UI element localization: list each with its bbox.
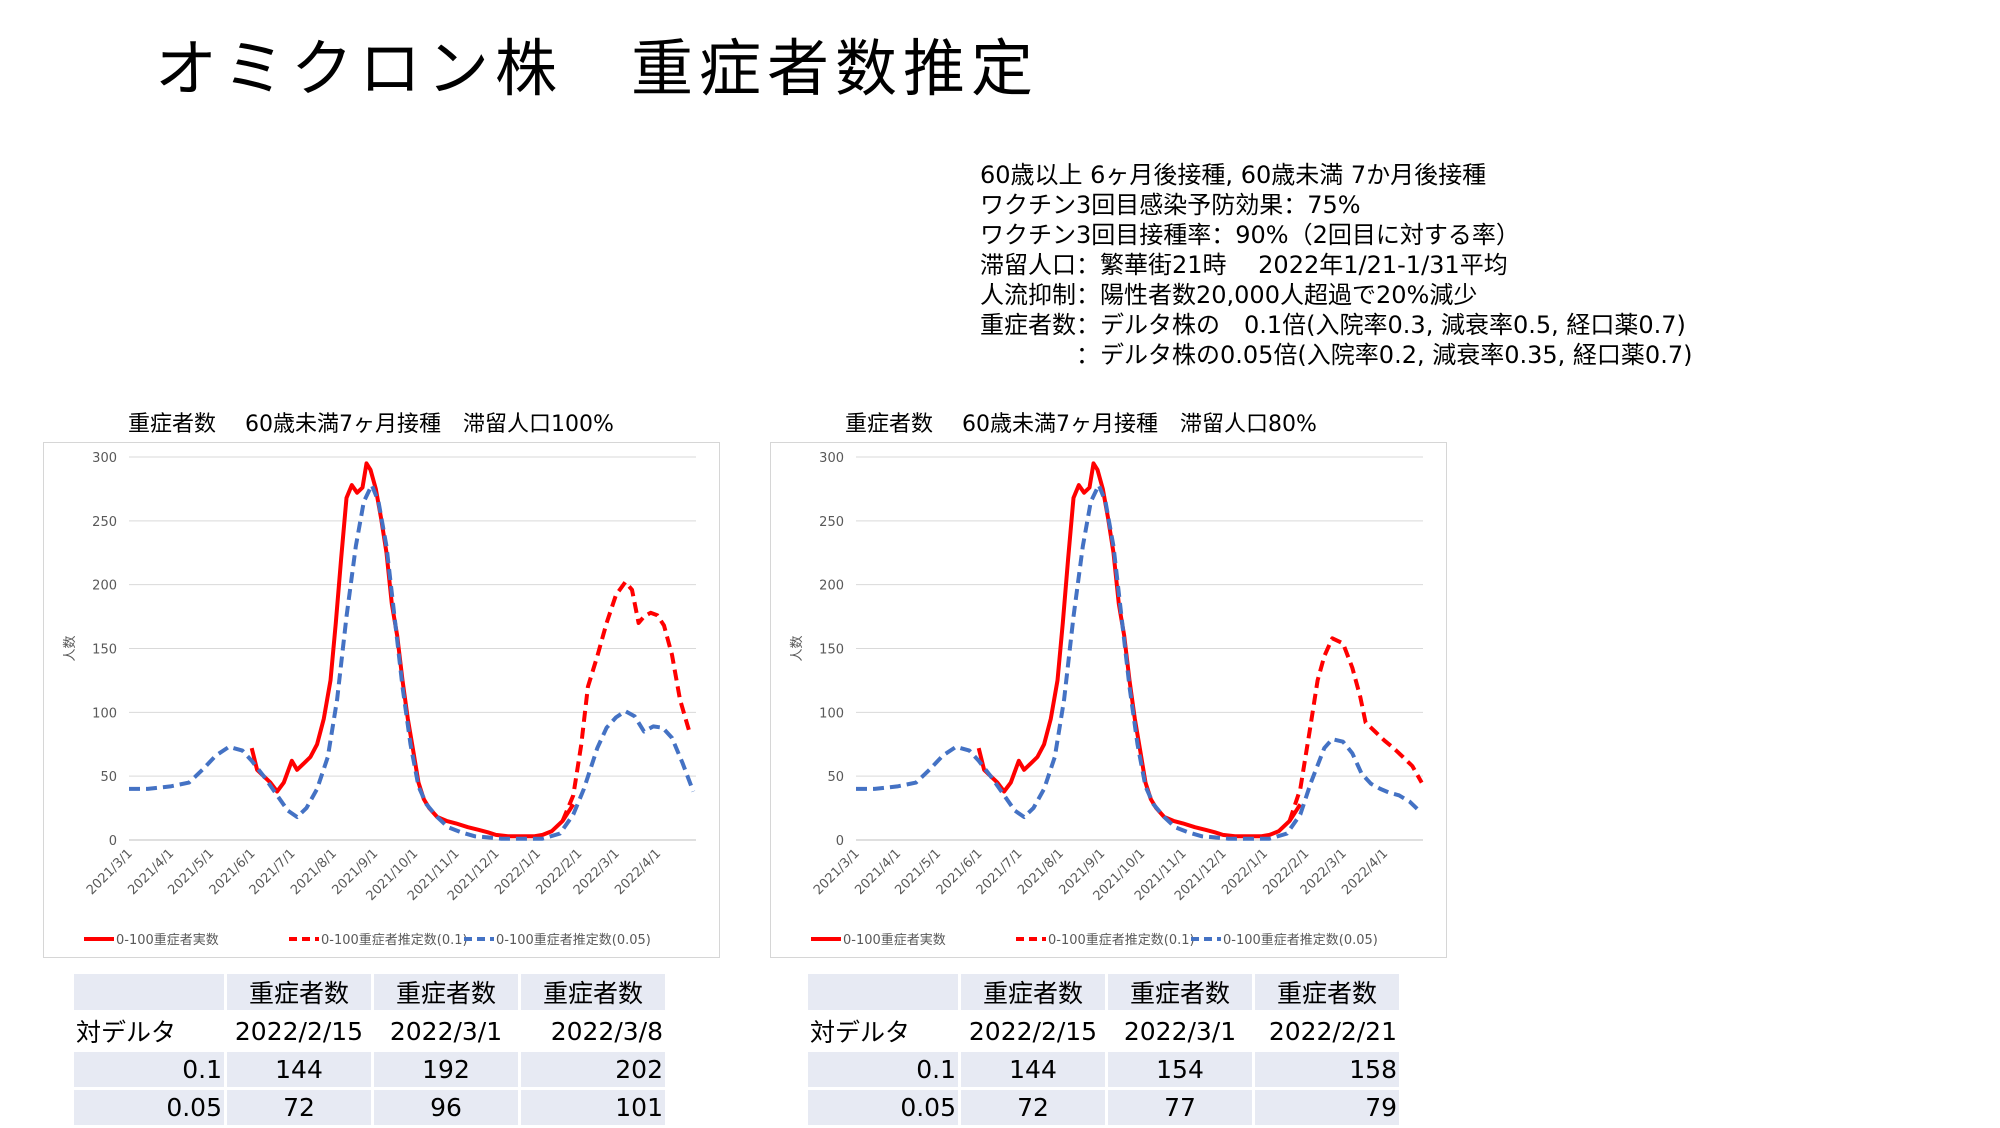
table-row: 対デルタ 2022/2/15 2022/3/1 2022/2/21 [808,1013,1399,1049]
table-cell: 101 [521,1090,665,1125]
y-tick-label: 100 [92,706,117,721]
result-table-left: 重症者数 重症者数 重症者数 対デルタ 2022/2/15 2022/3/1 2… [71,971,668,1128]
chart-right: 0 50 100 150 200 250 300 人数 2021/3/1 2021/4/1 2021… [770,442,1447,958]
table-header-row: 重症者数 重症者数 重症者数 [808,974,1399,1010]
chart-left: 0 50 100 150 200 250 300 人数 2021/3/1 2021/4/1 2021… [43,442,720,958]
condition-line: ：デルタ株の0.05倍(入院率0.2, 減衰率0.35, 経口薬0.7) [980,341,1693,369]
table-cell: 2022/2/15 [968,1016,1098,1046]
y-tick-label: 200 [92,579,117,594]
chart-left-svg: 050100150200250300人数2021/3/12021/4/12021… [63,451,696,948]
x-tick-label: 2022/4/1 [1339,846,1391,898]
y-tick-label: 200 [819,579,844,594]
table-cell: 重症者数 [961,974,1105,1010]
y-axis-label: 人数 [63,635,78,661]
table-cell: 重症者数 [227,974,371,1010]
table-cell [74,974,224,1010]
table-row: 0.05 72 96 101 [74,1090,665,1125]
table-cell: 重症者数 [1255,974,1399,1010]
table-cell: 158 [1255,1052,1399,1087]
y-tick-label: 250 [92,515,117,530]
y-tick-label: 250 [819,515,844,530]
chart-right-svg: 050100150200250300人数2021/3/12021/4/12021… [790,451,1424,948]
legend-label: 0-100重症者推定数(0.05) [1223,932,1378,948]
legend-label: 0-100重症者実数 [116,932,219,948]
y-tick-label: 150 [92,643,117,658]
condition-line: 人流抑制：陽性者数20,000人超過で20%減少 [980,281,1478,309]
table-cell: 192 [374,1052,518,1087]
table-cell: 72 [227,1090,371,1125]
y-tick-label: 300 [92,451,117,466]
table-header-row: 重症者数 重症者数 重症者数 [74,974,665,1010]
table-cell: 0.1 [74,1052,224,1087]
y-tick-label: 50 [827,770,844,785]
table-cell: 77 [1108,1090,1252,1125]
result-table-right: 重症者数 重症者数 重症者数 対デルタ 2022/2/15 2022/3/1 2… [805,971,1402,1128]
table-row: 0.1 144 192 202 [74,1052,665,1087]
table-cell: 0.1 [808,1052,958,1087]
table-cell: 0.05 [74,1090,224,1125]
table-row: 0.1 144 154 158 [808,1052,1399,1087]
table-cell: 2022/2/15 [234,1016,364,1046]
series-line [976,461,1302,839]
y-tick-label: 0 [109,834,117,849]
table-cell: 72 [961,1090,1105,1125]
table-cell: 96 [374,1090,518,1125]
y-tick-label: 150 [819,643,844,658]
legend-label: 0-100重症者推定数(0.1) [1048,932,1195,948]
table-cell: 144 [961,1052,1105,1087]
table-cell: 2022/3/1 [389,1016,503,1046]
y-tick-label: 100 [819,706,844,721]
page-title: オミクロン株 重症者数推定 [155,32,1040,105]
chart-title-right: 重症者数 60歳未満7ヶ月接種 滞留人口80% [845,412,1317,437]
series-line [129,483,696,841]
series-line [560,580,692,822]
table-cell: 2022/3/8 [550,1016,663,1046]
series-line [249,461,575,839]
table-cell: 79 [1255,1090,1399,1125]
condition-line: 滞留人口：繁華街21時 2022年1/21-1/31平均 [980,251,1508,279]
table-cell: 対デルタ [810,1018,911,1047]
table-cell: 144 [227,1052,371,1087]
legend-label: 0-100重症者実数 [843,932,946,948]
y-tick-label: 0 [836,834,844,849]
table-cell: 対デルタ [76,1018,177,1047]
table-cell: 重症者数 [374,974,518,1010]
legend-label: 0-100重症者推定数(0.05) [496,932,651,948]
table-cell: 0.05 [808,1090,958,1125]
x-tick-label: 2022/4/1 [612,846,664,898]
table-row: 0.05 72 77 79 [808,1090,1399,1125]
condition-line: ワクチン3回目接種率：90%（2回目に対する率） [980,221,1520,249]
y-axis-label: 人数 [790,635,805,661]
y-tick-label: 300 [819,451,844,466]
table-cell: 重症者数 [521,974,665,1010]
table-cell: 154 [1108,1052,1252,1087]
conditions-block: 60歳以上 6ヶ月後接種, 60歳未満 7か月後接種 ワクチン3回目感染予防効果… [980,160,1692,370]
legend-label: 0-100重症者推定数(0.1) [321,932,468,948]
condition-line: 60歳以上 6ヶ月後接種, 60歳未満 7か月後接種 [980,161,1487,189]
chart-title-left: 重症者数 60歳未満7ヶ月接種 滞留人口100% [128,412,614,437]
condition-line: ワクチン3回目感染予防効果：75% [980,191,1361,219]
table-cell: 202 [521,1052,665,1087]
series-line [1287,636,1424,822]
y-tick-label: 50 [100,770,117,785]
table-cell: 重症者数 [1108,974,1252,1010]
table-cell [808,974,958,1010]
condition-line: 重症者数：デルタ株の 0.1倍(入院率0.3, 減衰率0.5, 経口薬0.7) [980,311,1686,339]
table-cell: 2022/3/1 [1123,1016,1237,1046]
table-row: 対デルタ 2022/2/15 2022/3/1 2022/3/8 [74,1013,665,1049]
table-cell: 2022/2/21 [1268,1016,1397,1046]
series-line [856,483,1422,841]
